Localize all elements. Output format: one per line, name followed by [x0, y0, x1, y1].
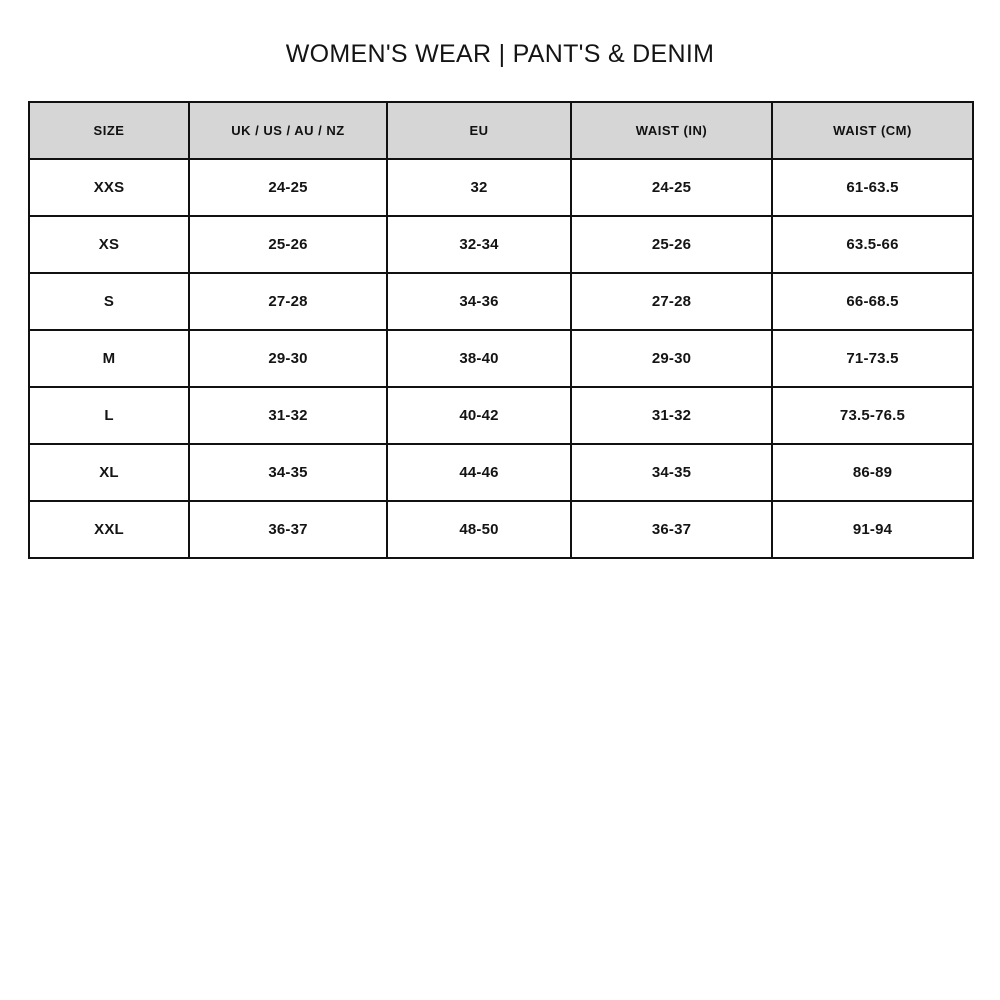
cell-size: XL	[28, 443, 190, 502]
cell-eu: 32	[386, 158, 572, 217]
cell-waist-in: 25-26	[570, 215, 773, 274]
cell-eu: 40-42	[386, 386, 572, 445]
cell-size: XS	[28, 215, 190, 274]
table-row: L 31-32 40-42 31-32 73.5-76.5	[28, 386, 974, 445]
cell-uk-us-au-nz: 36-37	[188, 500, 388, 559]
cell-waist-in: 24-25	[570, 158, 773, 217]
cell-uk-us-au-nz: 24-25	[188, 158, 388, 217]
table-row: XXS 24-25 32 24-25 61-63.5	[28, 158, 974, 217]
table-row: M 29-30 38-40 29-30 71-73.5	[28, 329, 974, 388]
table-header-row: SIZE UK / US / AU / NZ EU WAIST (IN) WAI…	[28, 101, 974, 160]
table-body: XXS 24-25 32 24-25 61-63.5 XS 25-26 32-3…	[28, 158, 974, 559]
cell-eu: 32-34	[386, 215, 572, 274]
page-title: WOMEN'S WEAR | PANT'S & DENIM	[285, 40, 715, 68]
column-header-waist-cm: WAIST (CM)	[771, 101, 974, 160]
table-row: S 27-28 34-36 27-28 66-68.5	[28, 272, 974, 331]
cell-size: XXL	[28, 500, 190, 559]
cell-size: S	[28, 272, 190, 331]
cell-waist-in: 36-37	[570, 500, 773, 559]
cell-uk-us-au-nz: 31-32	[188, 386, 388, 445]
cell-eu: 38-40	[386, 329, 572, 388]
cell-waist-cm: 71-73.5	[771, 329, 974, 388]
table-header: SIZE UK / US / AU / NZ EU WAIST (IN) WAI…	[28, 101, 974, 160]
cell-waist-cm: 73.5-76.5	[771, 386, 974, 445]
cell-eu: 44-46	[386, 443, 572, 502]
cell-waist-in: 29-30	[570, 329, 773, 388]
cell-size: L	[28, 386, 190, 445]
table-row: XXL 36-37 48-50 36-37 91-94	[28, 500, 974, 559]
column-header-eu: EU	[386, 101, 572, 160]
cell-size: M	[28, 329, 190, 388]
cell-uk-us-au-nz: 25-26	[188, 215, 388, 274]
cell-waist-in: 34-35	[570, 443, 773, 502]
column-header-waist-in: WAIST (IN)	[570, 101, 773, 160]
cell-uk-us-au-nz: 34-35	[188, 443, 388, 502]
cell-uk-us-au-nz: 29-30	[188, 329, 388, 388]
size-chart-table: SIZE UK / US / AU / NZ EU WAIST (IN) WAI…	[28, 101, 974, 559]
column-header-uk-us-au-nz: UK / US / AU / NZ	[188, 101, 388, 160]
cell-size: XXS	[28, 158, 190, 217]
cell-eu: 34-36	[386, 272, 572, 331]
cell-waist-cm: 63.5-66	[771, 215, 974, 274]
cell-waist-cm: 91-94	[771, 500, 974, 559]
table-row: XL 34-35 44-46 34-35 86-89	[28, 443, 974, 502]
cell-waist-in: 27-28	[570, 272, 773, 331]
cell-waist-cm: 61-63.5	[771, 158, 974, 217]
cell-uk-us-au-nz: 27-28	[188, 272, 388, 331]
cell-eu: 48-50	[386, 500, 572, 559]
cell-waist-cm: 86-89	[771, 443, 974, 502]
cell-waist-in: 31-32	[570, 386, 773, 445]
size-chart-table-wrapper: SIZE UK / US / AU / NZ EU WAIST (IN) WAI…	[28, 101, 974, 559]
cell-waist-cm: 66-68.5	[771, 272, 974, 331]
column-header-size: SIZE	[28, 101, 190, 160]
table-row: XS 25-26 32-34 25-26 63.5-66	[28, 215, 974, 274]
